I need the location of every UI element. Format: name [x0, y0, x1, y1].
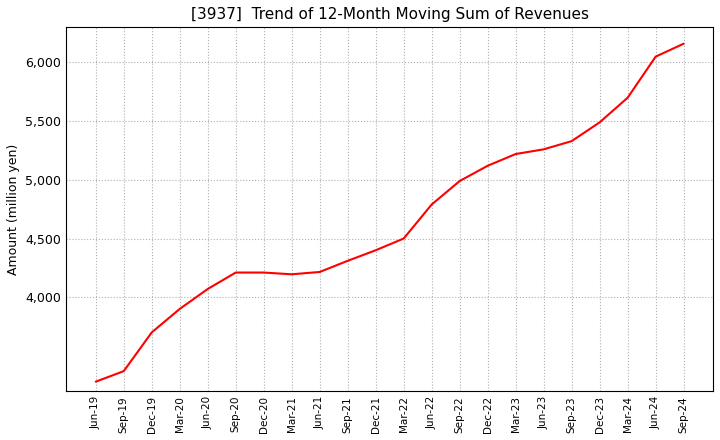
Title: [3937]  Trend of 12-Month Moving Sum of Revenues: [3937] Trend of 12-Month Moving Sum of R…	[191, 7, 589, 22]
Y-axis label: Amount (million yen): Amount (million yen)	[7, 143, 20, 275]
